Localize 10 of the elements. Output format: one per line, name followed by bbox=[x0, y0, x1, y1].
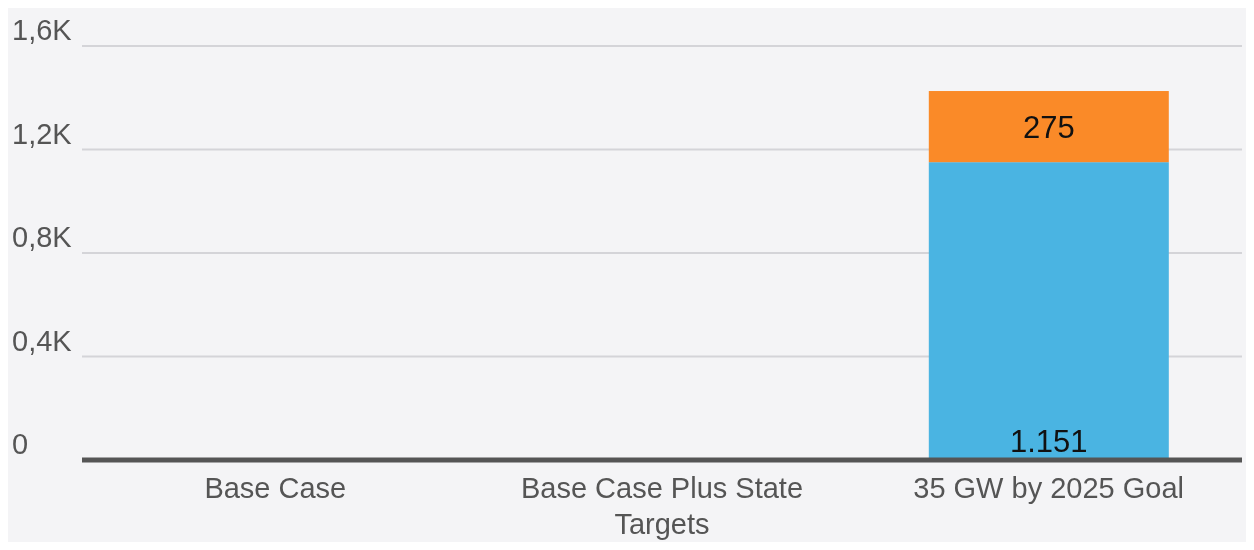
x-tick-label: Base Case bbox=[204, 472, 347, 504]
y-tick-label: 1,2K bbox=[12, 117, 73, 150]
data-label: 1.151 bbox=[1010, 424, 1088, 459]
y-tick-label: 0,8K bbox=[12, 221, 73, 253]
y-tick-label: 0 bbox=[12, 428, 29, 460]
y-tick-label: 0,4K bbox=[12, 324, 73, 357]
data-label: 275 bbox=[1022, 109, 1075, 145]
x-tick-label: Base Case Plus State Targets bbox=[520, 472, 804, 540]
y-tick-label: 1,6K bbox=[12, 14, 73, 46]
x-tick-label: 35 GW by 2025 Goal bbox=[913, 472, 1185, 504]
